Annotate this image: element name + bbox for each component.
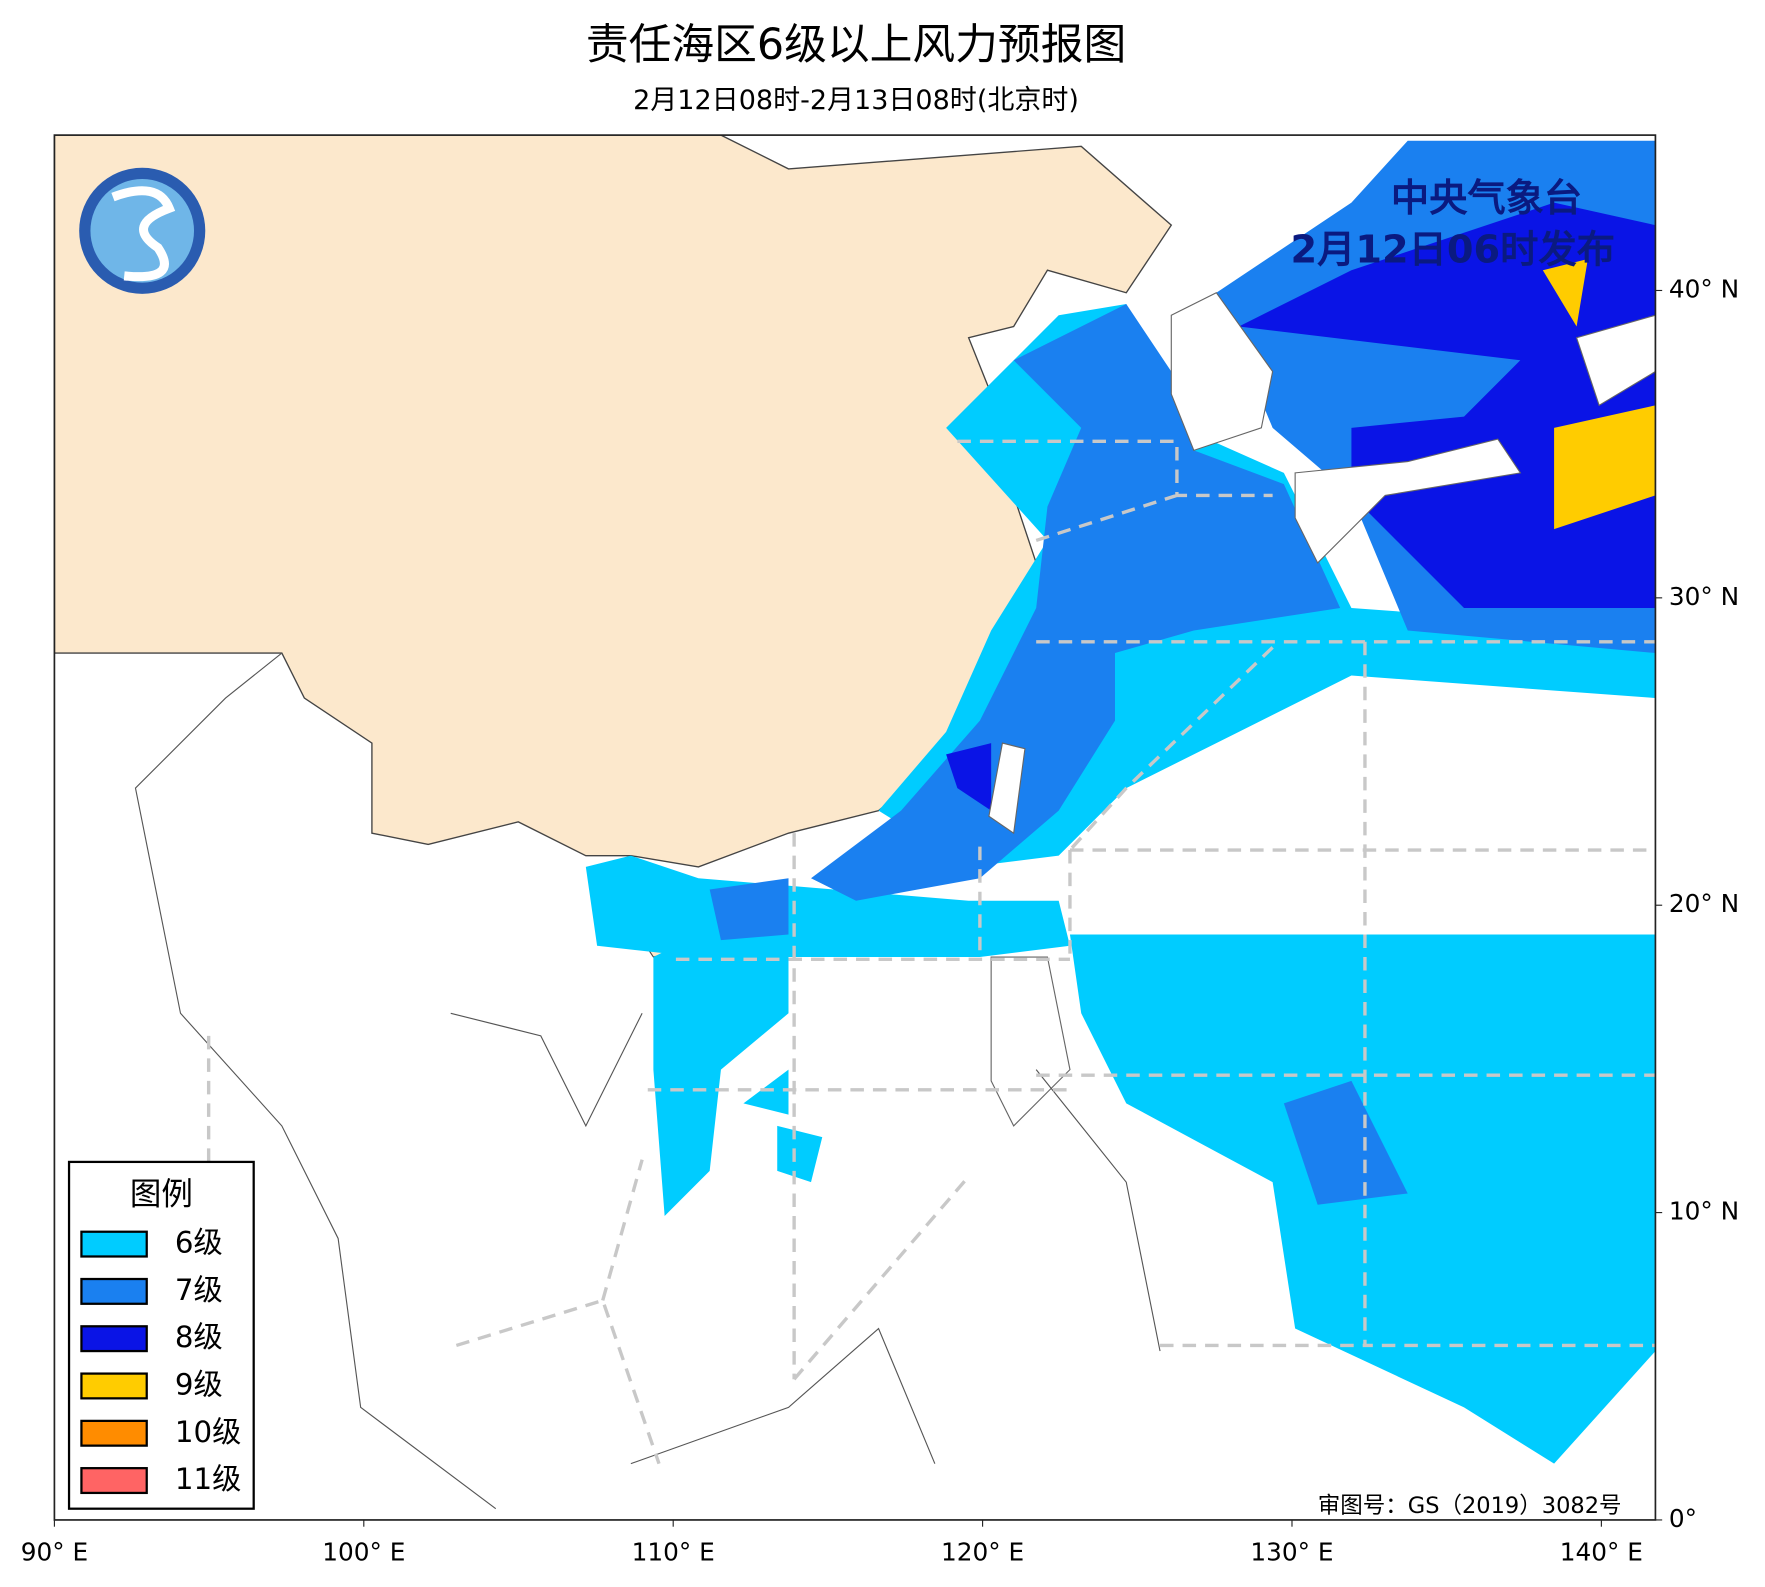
issuer-name: 中央气象台 <box>1391 176 1582 221</box>
subtitle: 2月12日08时-2月13日08时(北京时) <box>633 85 1079 116</box>
wind-areas <box>585 140 1656 1464</box>
legend-swatch <box>80 1230 148 1258</box>
legend: 图例 6级 7级 8级 9级 10级 11级 <box>67 1160 255 1510</box>
legend-swatch <box>80 1277 148 1305</box>
x-tick-label: 90° E <box>21 1538 88 1567</box>
legend-label: 11级 <box>175 1462 242 1496</box>
legend-label: 8级 <box>175 1320 223 1354</box>
y-tick-label: 10° N <box>1669 1197 1739 1226</box>
legend-swatch <box>80 1325 148 1353</box>
legend-swatch <box>80 1467 148 1495</box>
review-number: 审图号：GS（2019）3082号 <box>1318 1493 1622 1519</box>
x-tick-label: 120° E <box>941 1538 1024 1567</box>
legend-swatch <box>80 1372 148 1400</box>
legend-swatch <box>80 1419 148 1447</box>
legend-label: 7级 <box>175 1273 223 1307</box>
y-tick-label: 40° N <box>1669 274 1739 303</box>
map-area <box>54 135 1656 1520</box>
x-tick-label: 140° E <box>1560 1538 1643 1567</box>
map-frame <box>53 134 1657 1521</box>
title: 责任海区6级以上风力预报图 <box>586 20 1126 70</box>
logo <box>79 167 206 294</box>
x-tick-label: 110° E <box>632 1538 715 1567</box>
axis-ticks: 90° E 100° E 110° E 120° E 130° E 140° E 0° 10°… <box>21 274 1739 1566</box>
legend-label: 6级 <box>175 1226 223 1260</box>
issuer-time: 2月12日06时发布 <box>1291 228 1615 273</box>
y-tick-label: 30° N <box>1669 582 1739 611</box>
y-tick-label: 20° N <box>1669 889 1739 918</box>
legend-label: 9级 <box>175 1367 223 1401</box>
y-tick-label: 0° <box>1669 1504 1697 1533</box>
x-tick-label: 130° E <box>1250 1538 1333 1567</box>
x-tick-label: 100° E <box>322 1538 405 1567</box>
legend-title: 图例 <box>130 1177 193 1213</box>
legend-label: 10级 <box>175 1415 242 1449</box>
